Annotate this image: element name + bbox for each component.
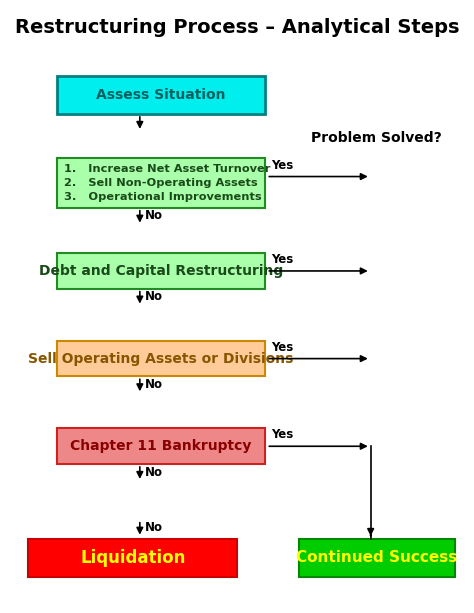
Text: Sell Operating Assets or Divisions: Sell Operating Assets or Divisions bbox=[28, 352, 294, 365]
Text: Yes: Yes bbox=[272, 253, 294, 266]
Text: Debt and Capital Restructuring: Debt and Capital Restructuring bbox=[39, 264, 283, 278]
Text: Yes: Yes bbox=[272, 159, 294, 172]
Text: Restructuring Process – Analytical Steps: Restructuring Process – Analytical Steps bbox=[15, 18, 459, 37]
FancyBboxPatch shape bbox=[57, 158, 265, 208]
Text: Continued Success: Continued Success bbox=[296, 550, 457, 565]
FancyBboxPatch shape bbox=[57, 253, 265, 289]
FancyBboxPatch shape bbox=[57, 76, 265, 114]
Text: No: No bbox=[145, 465, 163, 479]
FancyBboxPatch shape bbox=[57, 341, 265, 376]
Text: Assess Situation: Assess Situation bbox=[96, 88, 226, 102]
Text: Yes: Yes bbox=[272, 341, 294, 354]
Text: No: No bbox=[145, 209, 163, 223]
FancyBboxPatch shape bbox=[57, 428, 265, 464]
Text: No: No bbox=[145, 290, 163, 303]
FancyBboxPatch shape bbox=[299, 539, 455, 577]
Text: Problem Solved?: Problem Solved? bbox=[311, 131, 442, 145]
Text: No: No bbox=[145, 521, 163, 535]
Text: No: No bbox=[145, 378, 163, 391]
Text: 1.   Increase Net Asset Turnover
2.   Sell Non-Operating Assets
3.   Operational: 1. Increase Net Asset Turnover 2. Sell N… bbox=[64, 164, 271, 202]
Text: Liquidation: Liquidation bbox=[80, 549, 185, 567]
Text: Yes: Yes bbox=[272, 428, 294, 441]
Text: Chapter 11 Bankruptcy: Chapter 11 Bankruptcy bbox=[71, 440, 252, 453]
FancyBboxPatch shape bbox=[28, 539, 237, 577]
